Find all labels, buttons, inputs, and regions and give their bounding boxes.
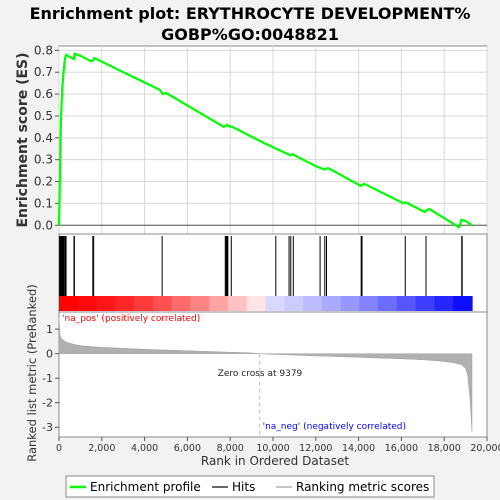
color-bar-segment [321,296,342,311]
ranking-color-bar [59,296,473,311]
metric-y-tick-label: -2 [42,397,53,410]
color-bar-segment [340,296,360,311]
es-y-tick-label: 0.6 [34,87,53,101]
x-tick-label: 10,000 [256,443,289,454]
es-y-axis-label: Enrichment score (ES) [15,52,31,227]
x-tick-label: 6,000 [174,443,201,454]
es-y-axis: 0.0 0.1 0.2 0.3 0.4 0.5 0.6 0.7 0.8 [34,43,59,232]
x-tick-label: 14,000 [342,443,375,454]
color-bar-segment [152,296,173,311]
legend-hits-label: Hits [232,480,255,494]
ranking-metric-area [58,316,473,433]
color-bar-segment [190,296,210,311]
chart-title-line-2: GOBP%GO:0048821 [161,25,339,44]
color-bar-segment [246,296,267,311]
color-bar-segment [378,296,398,311]
neg-correlated-label: 'na_neg' (negatively correlated) [263,422,406,432]
color-bar-segment [77,296,98,311]
color-bar-segment [96,296,116,311]
legend-enrichment-label: Enrichment profile [90,480,201,494]
color-bar-segment [303,296,323,311]
color-bar-segment [59,296,79,311]
chart-title-line-1: Enrichment plot: ERYTHROCYTE DEVELOPMENT… [30,4,471,23]
metric-panel [58,311,488,438]
es-y-tick-label: 0.5 [34,109,53,123]
color-bar-segment [284,296,304,311]
pos-correlated-label: 'na_pos' (positively correlated) [62,314,200,324]
x-tick-label: 0 [56,443,62,454]
metric-y-tick-label: -3 [42,421,53,434]
es-y-tick-label: 0.3 [34,153,53,167]
color-bar-segment [265,296,285,311]
color-bar-segment [434,296,454,311]
color-bar-segment [359,296,379,311]
x-tick-label: 8,000 [217,443,244,454]
metric-y-axis-label: Ranked list metric (PreRanked) [25,284,39,462]
zero-cross-label: Zero cross at 9379 [218,369,303,379]
es-y-tick-label: 0.2 [34,175,53,189]
es-y-tick-label: 0.1 [34,196,53,210]
color-bar-segment [415,296,436,311]
es-y-tick-label: 0.4 [34,131,53,145]
x-tick-label: 2,000 [88,443,115,454]
color-bar-segment [134,296,154,311]
x-tick-label: 18,000 [428,443,461,454]
metric-y-tick-label: 0 [46,348,53,361]
es-y-tick-label: 0.8 [34,43,53,57]
metric-y-tick-label: 1 [46,323,53,336]
es-y-tick-label: 0.0 [34,218,53,232]
legend: Enrichment profile Hits Ranking metric s… [65,475,435,498]
es-y-tick-label: 0.7 [34,65,53,79]
enrichment-profile-line [57,52,473,229]
color-bar-segment [115,296,135,311]
x-tick-label: 16,000 [385,443,418,454]
color-bar-segment [396,296,417,311]
x-axis: 0 2,000 4,000 6,000 8,000 10,000 12,000 14,000 1… [56,437,500,454]
color-bar-segment [227,296,248,311]
x-axis-label: Rank in Ordered Dataset [201,454,349,468]
color-bar-segment [171,296,192,311]
metric-y-tick-label: -1 [42,372,53,385]
metric-y-axis: -3 -2 -1 0 1 [42,323,59,434]
color-bar-segment [453,296,473,311]
x-tick-label: 20,000 [470,443,500,454]
hit-markers [59,236,463,296]
legend-box [65,475,435,498]
x-tick-label: 4,000 [131,443,158,454]
legend-metric-label: Ranking metric scores [296,480,429,494]
color-bar-segment [209,296,229,311]
x-tick-label: 12,000 [299,443,332,454]
